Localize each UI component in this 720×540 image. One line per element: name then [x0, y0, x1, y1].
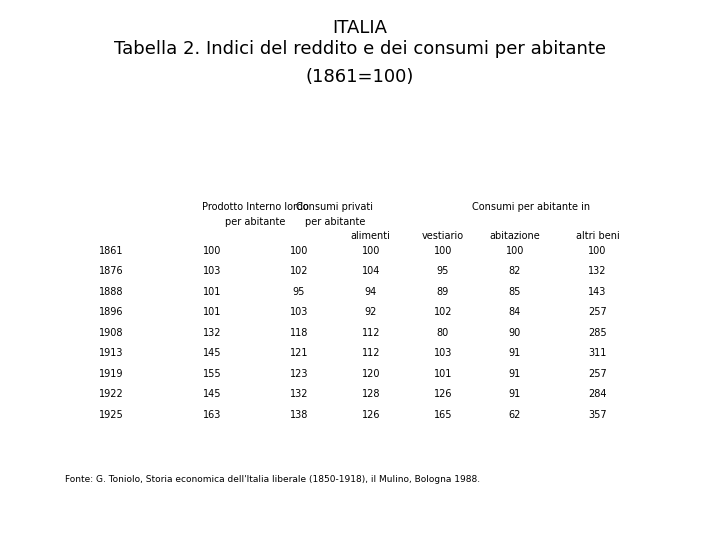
- Text: 285: 285: [588, 328, 607, 338]
- Text: 1925: 1925: [99, 410, 124, 420]
- Text: 163: 163: [203, 410, 222, 420]
- Text: 1861: 1861: [99, 246, 124, 256]
- Text: 1876: 1876: [99, 266, 124, 276]
- Text: ITALIA: ITALIA: [333, 19, 387, 37]
- Text: vestiario: vestiario: [422, 231, 464, 241]
- Text: 90: 90: [508, 328, 521, 338]
- Text: 132: 132: [588, 266, 607, 276]
- Text: 91: 91: [508, 348, 521, 359]
- Text: 126: 126: [433, 389, 452, 400]
- Text: per abitante: per abitante: [305, 217, 365, 227]
- Text: 100: 100: [433, 246, 452, 256]
- Text: 85: 85: [508, 287, 521, 297]
- Text: 145: 145: [203, 389, 222, 400]
- Text: 92: 92: [364, 307, 377, 318]
- Text: 123: 123: [289, 369, 308, 379]
- Text: abitazione: abitazione: [490, 231, 540, 241]
- Text: 128: 128: [361, 389, 380, 400]
- Text: Consumi privati: Consumi privati: [297, 202, 373, 213]
- Text: 138: 138: [289, 410, 308, 420]
- Text: per abitante: per abitante: [225, 217, 286, 227]
- Text: 100: 100: [361, 246, 380, 256]
- Text: 62: 62: [508, 410, 521, 420]
- Text: 95: 95: [436, 266, 449, 276]
- Text: 1919: 1919: [99, 369, 124, 379]
- Text: 1888: 1888: [99, 287, 124, 297]
- Text: 100: 100: [203, 246, 222, 256]
- Text: 95: 95: [292, 287, 305, 297]
- Text: 102: 102: [289, 266, 308, 276]
- Text: 100: 100: [289, 246, 308, 256]
- Text: 1896: 1896: [99, 307, 124, 318]
- Text: 1922: 1922: [99, 389, 124, 400]
- Text: 89: 89: [436, 287, 449, 297]
- Text: 104: 104: [361, 266, 380, 276]
- Text: 100: 100: [588, 246, 607, 256]
- Text: Prodotto Interno lordo: Prodotto Interno lordo: [202, 202, 309, 213]
- Text: 143: 143: [588, 287, 607, 297]
- Text: 101: 101: [433, 369, 452, 379]
- Text: 101: 101: [203, 287, 222, 297]
- Text: 1913: 1913: [99, 348, 124, 359]
- Text: 1908: 1908: [99, 328, 124, 338]
- Text: 91: 91: [508, 389, 521, 400]
- Text: 91: 91: [508, 369, 521, 379]
- Text: 311: 311: [588, 348, 607, 359]
- Text: 82: 82: [508, 266, 521, 276]
- Text: 284: 284: [588, 389, 607, 400]
- Text: Tabella 2. Indici del reddito e dei consumi per abitante: Tabella 2. Indici del reddito e dei cons…: [114, 40, 606, 58]
- Text: 165: 165: [433, 410, 452, 420]
- Text: 112: 112: [361, 328, 380, 338]
- Text: 102: 102: [433, 307, 452, 318]
- Text: 357: 357: [588, 410, 607, 420]
- Text: 120: 120: [361, 369, 380, 379]
- Text: 103: 103: [433, 348, 452, 359]
- Text: 94: 94: [364, 287, 377, 297]
- Text: 84: 84: [508, 307, 521, 318]
- Text: 126: 126: [361, 410, 380, 420]
- Text: 257: 257: [588, 307, 607, 318]
- Text: 145: 145: [203, 348, 222, 359]
- Text: 155: 155: [203, 369, 222, 379]
- Text: 121: 121: [289, 348, 308, 359]
- Text: alimenti: alimenti: [351, 231, 391, 241]
- Text: 100: 100: [505, 246, 524, 256]
- Text: (1861=100): (1861=100): [306, 68, 414, 85]
- Text: 80: 80: [436, 328, 449, 338]
- Text: Consumi per abitante in: Consumi per abitante in: [472, 202, 590, 213]
- Text: 118: 118: [289, 328, 308, 338]
- Text: 101: 101: [203, 307, 222, 318]
- Text: 103: 103: [289, 307, 308, 318]
- Text: Fonte: G. Toniolo, Storia economica dell'Italia liberale (1850-1918), il Mulino,: Fonte: G. Toniolo, Storia economica dell…: [65, 475, 480, 484]
- Text: 103: 103: [203, 266, 222, 276]
- Text: altri beni: altri beni: [576, 231, 619, 241]
- Text: 132: 132: [289, 389, 308, 400]
- Text: 257: 257: [588, 369, 607, 379]
- Text: 132: 132: [203, 328, 222, 338]
- Text: 112: 112: [361, 348, 380, 359]
